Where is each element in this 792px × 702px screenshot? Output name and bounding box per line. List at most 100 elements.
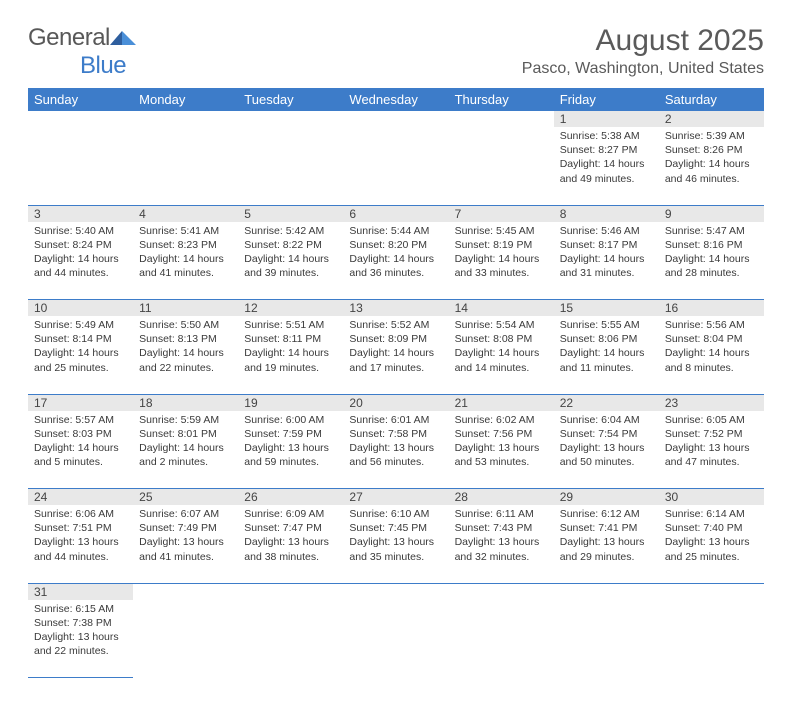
day-body-cell bbox=[28, 127, 133, 205]
sunrise-line: Sunrise: 5:41 AM bbox=[139, 224, 232, 238]
day-number-cell bbox=[343, 583, 448, 600]
day-number-cell: 4 bbox=[133, 205, 238, 222]
daylight-line: Daylight: 14 hours and 28 minutes. bbox=[665, 252, 758, 280]
day-body-cell: Sunrise: 6:15 AMSunset: 7:38 PMDaylight:… bbox=[28, 600, 133, 678]
day-body-cell: Sunrise: 5:55 AMSunset: 8:06 PMDaylight:… bbox=[554, 316, 659, 394]
sunrise-line: Sunrise: 5:45 AM bbox=[455, 224, 548, 238]
daylight-line: Daylight: 13 hours and 41 minutes. bbox=[139, 535, 232, 563]
day-body-cell: Sunrise: 5:38 AMSunset: 8:27 PMDaylight:… bbox=[554, 127, 659, 205]
sunset-line: Sunset: 8:01 PM bbox=[139, 427, 232, 441]
day-number-cell: 21 bbox=[449, 394, 554, 411]
sunrise-line: Sunrise: 5:57 AM bbox=[34, 413, 127, 427]
daylight-line: Daylight: 14 hours and 41 minutes. bbox=[139, 252, 232, 280]
sunset-line: Sunset: 8:19 PM bbox=[455, 238, 548, 252]
sunrise-line: Sunrise: 5:47 AM bbox=[665, 224, 758, 238]
daylight-line: Daylight: 13 hours and 35 minutes. bbox=[349, 535, 442, 563]
day-body-cell: Sunrise: 6:11 AMSunset: 7:43 PMDaylight:… bbox=[449, 505, 554, 583]
daylight-line: Daylight: 13 hours and 29 minutes. bbox=[560, 535, 653, 563]
sunrise-line: Sunrise: 6:04 AM bbox=[560, 413, 653, 427]
sunset-line: Sunset: 8:27 PM bbox=[560, 143, 653, 157]
week-row: Sunrise: 5:57 AMSunset: 8:03 PMDaylight:… bbox=[28, 411, 764, 489]
day-body-cell bbox=[238, 600, 343, 678]
day-number-cell: 13 bbox=[343, 300, 448, 317]
day-number-cell bbox=[449, 111, 554, 127]
month-title: August 2025 bbox=[522, 24, 764, 58]
sunset-line: Sunset: 8:26 PM bbox=[665, 143, 758, 157]
day-body-cell: Sunrise: 5:51 AMSunset: 8:11 PMDaylight:… bbox=[238, 316, 343, 394]
sunset-line: Sunset: 7:38 PM bbox=[34, 616, 127, 630]
day-body-cell: Sunrise: 5:52 AMSunset: 8:09 PMDaylight:… bbox=[343, 316, 448, 394]
calendar-table: SundayMondayTuesdayWednesdayThursdayFrid… bbox=[28, 88, 764, 678]
day-number-cell bbox=[449, 583, 554, 600]
day-body-cell: Sunrise: 5:42 AMSunset: 8:22 PMDaylight:… bbox=[238, 222, 343, 300]
sunrise-line: Sunrise: 5:50 AM bbox=[139, 318, 232, 332]
day-number-cell bbox=[554, 583, 659, 600]
sunrise-line: Sunrise: 6:07 AM bbox=[139, 507, 232, 521]
day-body-cell bbox=[449, 600, 554, 678]
sunrise-line: Sunrise: 5:44 AM bbox=[349, 224, 442, 238]
day-number-cell: 26 bbox=[238, 489, 343, 506]
sunrise-line: Sunrise: 5:46 AM bbox=[560, 224, 653, 238]
daylight-line: Daylight: 13 hours and 44 minutes. bbox=[34, 535, 127, 563]
day-body-cell: Sunrise: 6:01 AMSunset: 7:58 PMDaylight:… bbox=[343, 411, 448, 489]
day-body-cell bbox=[659, 600, 764, 678]
day-number-cell bbox=[28, 111, 133, 127]
day-body-cell bbox=[133, 600, 238, 678]
day-number-cell bbox=[133, 583, 238, 600]
day-body-cell: Sunrise: 5:59 AMSunset: 8:01 PMDaylight:… bbox=[133, 411, 238, 489]
day-body-cell bbox=[343, 600, 448, 678]
sunrise-line: Sunrise: 6:00 AM bbox=[244, 413, 337, 427]
sunrise-line: Sunrise: 6:05 AM bbox=[665, 413, 758, 427]
daynum-row: 24252627282930 bbox=[28, 489, 764, 506]
daylight-line: Daylight: 14 hours and 33 minutes. bbox=[455, 252, 548, 280]
daylight-line: Daylight: 13 hours and 32 minutes. bbox=[455, 535, 548, 563]
day-number-cell: 28 bbox=[449, 489, 554, 506]
week-row: Sunrise: 5:49 AMSunset: 8:14 PMDaylight:… bbox=[28, 316, 764, 394]
daylight-line: Daylight: 14 hours and 39 minutes. bbox=[244, 252, 337, 280]
day-body-cell bbox=[449, 127, 554, 205]
sunset-line: Sunset: 8:20 PM bbox=[349, 238, 442, 252]
day-body-cell: Sunrise: 5:46 AMSunset: 8:17 PMDaylight:… bbox=[554, 222, 659, 300]
day-number-cell: 30 bbox=[659, 489, 764, 506]
day-body-cell: Sunrise: 5:50 AMSunset: 8:13 PMDaylight:… bbox=[133, 316, 238, 394]
day-number-cell: 17 bbox=[28, 394, 133, 411]
day-number-cell: 20 bbox=[343, 394, 448, 411]
sunset-line: Sunset: 7:56 PM bbox=[455, 427, 548, 441]
day-number-cell: 1 bbox=[554, 111, 659, 127]
day-body-cell: Sunrise: 5:39 AMSunset: 8:26 PMDaylight:… bbox=[659, 127, 764, 205]
sunrise-line: Sunrise: 5:38 AM bbox=[560, 129, 653, 143]
daynum-row: 31 bbox=[28, 583, 764, 600]
sunset-line: Sunset: 7:45 PM bbox=[349, 521, 442, 535]
location-text: Pasco, Washington, United States bbox=[522, 60, 764, 78]
weekday-header: Thursday bbox=[449, 88, 554, 111]
weekday-header: Sunday bbox=[28, 88, 133, 111]
sunset-line: Sunset: 8:24 PM bbox=[34, 238, 127, 252]
day-body-cell: Sunrise: 6:05 AMSunset: 7:52 PMDaylight:… bbox=[659, 411, 764, 489]
day-number-cell: 8 bbox=[554, 205, 659, 222]
day-body-cell: Sunrise: 6:00 AMSunset: 7:59 PMDaylight:… bbox=[238, 411, 343, 489]
daylight-line: Daylight: 14 hours and 11 minutes. bbox=[560, 346, 653, 374]
daynum-row: 3456789 bbox=[28, 205, 764, 222]
sunset-line: Sunset: 7:54 PM bbox=[560, 427, 653, 441]
daylight-line: Daylight: 14 hours and 14 minutes. bbox=[455, 346, 548, 374]
sunset-line: Sunset: 7:49 PM bbox=[139, 521, 232, 535]
daylight-line: Daylight: 14 hours and 8 minutes. bbox=[665, 346, 758, 374]
logo-word2: Blue bbox=[80, 52, 126, 80]
day-number-cell: 27 bbox=[343, 489, 448, 506]
day-number-cell: 12 bbox=[238, 300, 343, 317]
sunrise-line: Sunrise: 5:59 AM bbox=[139, 413, 232, 427]
daynum-row: 12 bbox=[28, 111, 764, 127]
sunset-line: Sunset: 8:13 PM bbox=[139, 332, 232, 346]
sunrise-line: Sunrise: 6:14 AM bbox=[665, 507, 758, 521]
daylight-line: Daylight: 14 hours and 31 minutes. bbox=[560, 252, 653, 280]
week-row: Sunrise: 6:06 AMSunset: 7:51 PMDaylight:… bbox=[28, 505, 764, 583]
day-number-cell: 6 bbox=[343, 205, 448, 222]
day-number-cell: 2 bbox=[659, 111, 764, 127]
day-number-cell bbox=[238, 111, 343, 127]
sunrise-line: Sunrise: 5:42 AM bbox=[244, 224, 337, 238]
sunset-line: Sunset: 7:59 PM bbox=[244, 427, 337, 441]
sunrise-line: Sunrise: 6:06 AM bbox=[34, 507, 127, 521]
sunset-line: Sunset: 8:08 PM bbox=[455, 332, 548, 346]
sunset-line: Sunset: 8:03 PM bbox=[34, 427, 127, 441]
daynum-row: 10111213141516 bbox=[28, 300, 764, 317]
